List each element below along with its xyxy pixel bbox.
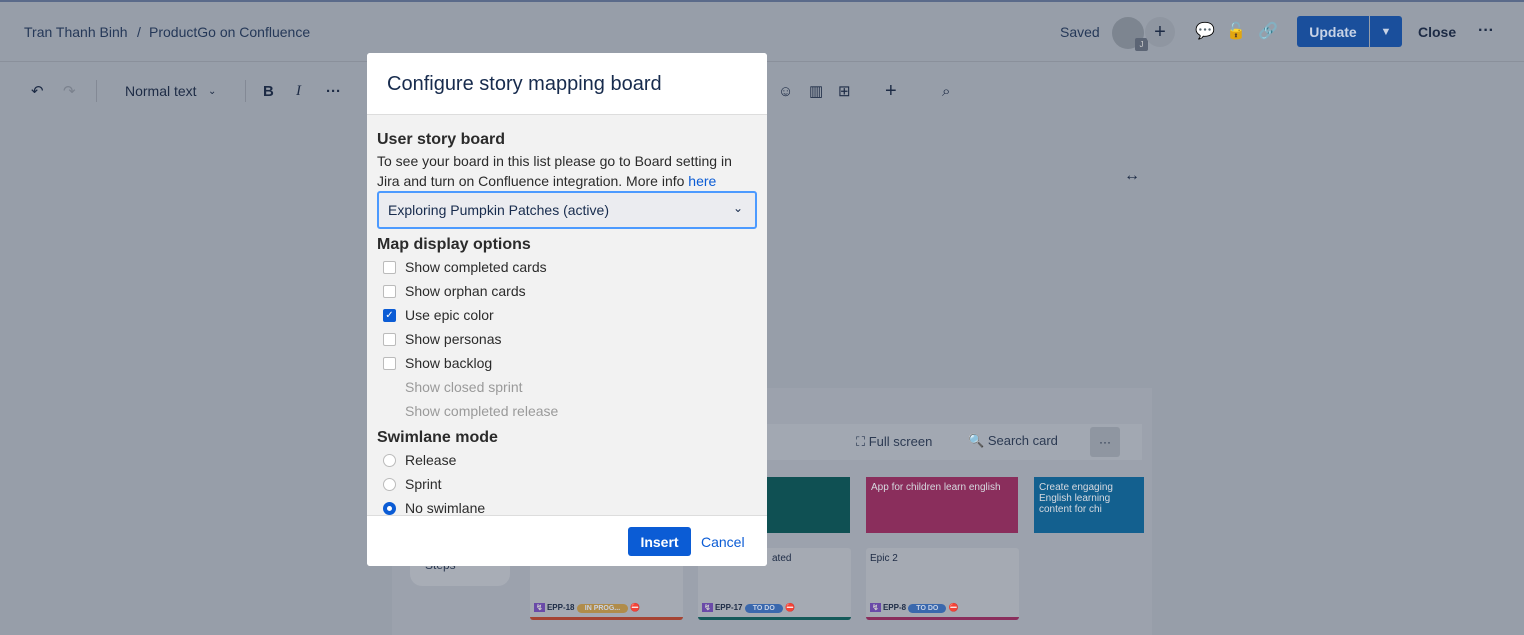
dialog-title: Configure story mapping board bbox=[367, 53, 767, 115]
blocked-icon: ⛔ bbox=[785, 603, 795, 612]
status-badge: TO DO bbox=[744, 604, 783, 613]
radio-label: Sprint bbox=[405, 476, 442, 492]
more-info-link[interactable]: here bbox=[688, 173, 717, 189]
issue-key: EPP-18 bbox=[546, 603, 575, 612]
italic-icon[interactable]: I bbox=[296, 82, 301, 99]
emoji-icon[interactable]: ☺ bbox=[778, 82, 794, 100]
more-icon[interactable]: ··· bbox=[1478, 22, 1494, 39]
checkbox[interactable] bbox=[383, 284, 396, 298]
full-screen-button[interactable]: ⛶ Full screen bbox=[856, 434, 933, 449]
swimlane-sprint[interactable]: Sprint bbox=[383, 476, 442, 492]
comment-icon[interactable]: 💬 bbox=[1195, 23, 1215, 40]
breadcrumb-separator: / bbox=[137, 24, 141, 40]
search-card-label: Search card bbox=[987, 433, 1058, 448]
option-use-epic-color[interactable]: ✓ Use epic color bbox=[383, 307, 494, 323]
option-show-backlog[interactable]: Show backlog bbox=[383, 355, 492, 371]
configure-dialog: Configure story mapping board User story… bbox=[367, 53, 767, 566]
checkbox[interactable] bbox=[383, 332, 396, 346]
board-select-value: Exploring Pumpkin Patches (active) bbox=[388, 202, 609, 218]
avatar-badge: J bbox=[1135, 38, 1148, 51]
help-text-body: To see your board in this list please go… bbox=[377, 153, 732, 189]
swimlane-release[interactable]: Release bbox=[383, 452, 456, 468]
link-icon[interactable]: 🔗 bbox=[1258, 23, 1278, 40]
undo-icon[interactable]: ↶ bbox=[31, 83, 44, 100]
more-formatting-icon[interactable]: ··· bbox=[326, 82, 341, 100]
help-text: To see your board in this list please go… bbox=[377, 151, 752, 191]
chevron-down-icon: ⌄ bbox=[732, 201, 743, 215]
breadcrumb-page[interactable]: ProductGo on Confluence bbox=[149, 24, 311, 40]
option-show-completed-release: Show completed release bbox=[405, 403, 559, 419]
divider bbox=[245, 80, 246, 102]
option-show-completed-cards[interactable]: Show completed cards bbox=[383, 259, 547, 275]
radio-label: Release bbox=[405, 452, 457, 468]
search-icon[interactable]: ⌕ bbox=[942, 82, 951, 100]
status-badge: IN PROG... bbox=[576, 604, 629, 613]
board-select[interactable]: Exploring Pumpkin Patches (active) ⌄ bbox=[377, 191, 757, 229]
epic-card[interactable]: App for children learn english bbox=[866, 477, 1018, 533]
bold-icon[interactable]: B bbox=[263, 82, 274, 100]
radio[interactable] bbox=[383, 453, 396, 467]
story-title: Epic 2 bbox=[870, 553, 898, 564]
update-button[interactable]: Update bbox=[1297, 16, 1369, 47]
text-style-select[interactable]: Normal text bbox=[125, 83, 197, 99]
radio-selected[interactable] bbox=[383, 501, 396, 515]
table-icon[interactable]: ⊞ bbox=[838, 83, 851, 100]
redo-icon[interactable]: ↷ bbox=[63, 83, 76, 100]
option-label: Use epic color bbox=[405, 307, 494, 323]
option-label: Show completed cards bbox=[405, 259, 547, 275]
close-button[interactable]: Close bbox=[1418, 24, 1457, 40]
option-label: Show orphan cards bbox=[405, 283, 526, 299]
update-dropdown-button[interactable]: ▼ bbox=[1370, 16, 1402, 47]
issue-key: EPP-17 bbox=[714, 603, 743, 612]
option-show-personas[interactable]: Show personas bbox=[383, 331, 502, 347]
blocked-icon: ⛔ bbox=[630, 603, 641, 612]
epic-card[interactable]: Create engaging English learning content… bbox=[1034, 477, 1144, 533]
cancel-button[interactable]: Cancel bbox=[701, 534, 745, 550]
insert-button[interactable]: Insert bbox=[628, 527, 691, 556]
checkbox-checked[interactable]: ✓ bbox=[383, 308, 396, 322]
story-title: ated bbox=[772, 553, 792, 564]
option-label: Show backlog bbox=[405, 355, 493, 371]
unlock-icon[interactable]: 🔓 bbox=[1226, 23, 1246, 40]
search-card-button[interactable]: 🔍 Search card bbox=[968, 433, 1058, 448]
checkbox[interactable] bbox=[383, 356, 396, 370]
option-label: Show personas bbox=[405, 331, 502, 347]
layout-icon[interactable]: ▥ bbox=[809, 83, 824, 100]
display-section-title: Map display options bbox=[377, 236, 531, 253]
board-more-icon[interactable]: ··· bbox=[1090, 427, 1120, 457]
story-card[interactable]: Epic 2 ↯ EPP-8 TO DO ⛔ bbox=[866, 548, 1019, 620]
save-status: Saved bbox=[1060, 24, 1100, 40]
board-section-title: User story board bbox=[377, 131, 506, 148]
radio[interactable] bbox=[383, 477, 396, 491]
status-badge: TO DO bbox=[908, 604, 947, 613]
expand-width-icon[interactable]: ↔ bbox=[1124, 167, 1140, 184]
divider bbox=[96, 80, 97, 102]
option-show-closed-sprint: Show closed sprint bbox=[405, 379, 523, 395]
breadcrumb-space[interactable]: Tran Thanh Binh bbox=[24, 24, 128, 40]
swimlane-section-title: Swimlane mode bbox=[377, 429, 498, 446]
option-show-orphan-cards[interactable]: Show orphan cards bbox=[383, 283, 526, 299]
checkbox[interactable] bbox=[383, 260, 396, 274]
insert-icon[interactable]: + bbox=[885, 79, 897, 102]
story-card[interactable]: ated ↯ EPP-17 TO DO ⛔ bbox=[698, 548, 851, 620]
avatar[interactable]: J bbox=[1112, 17, 1148, 51]
radio-label: No swimlane bbox=[405, 500, 486, 516]
issue-key: EPP-8 bbox=[882, 603, 907, 612]
chevron-down-icon: ⌄ bbox=[208, 85, 217, 97]
blocked-icon: ⛔ bbox=[948, 603, 959, 612]
add-collaborator-icon[interactable]: + bbox=[1145, 17, 1175, 47]
full-screen-label: Full screen bbox=[868, 434, 933, 449]
swimlane-none[interactable]: No swimlane bbox=[383, 500, 485, 516]
dialog-footer: Insert Cancel bbox=[367, 515, 767, 566]
